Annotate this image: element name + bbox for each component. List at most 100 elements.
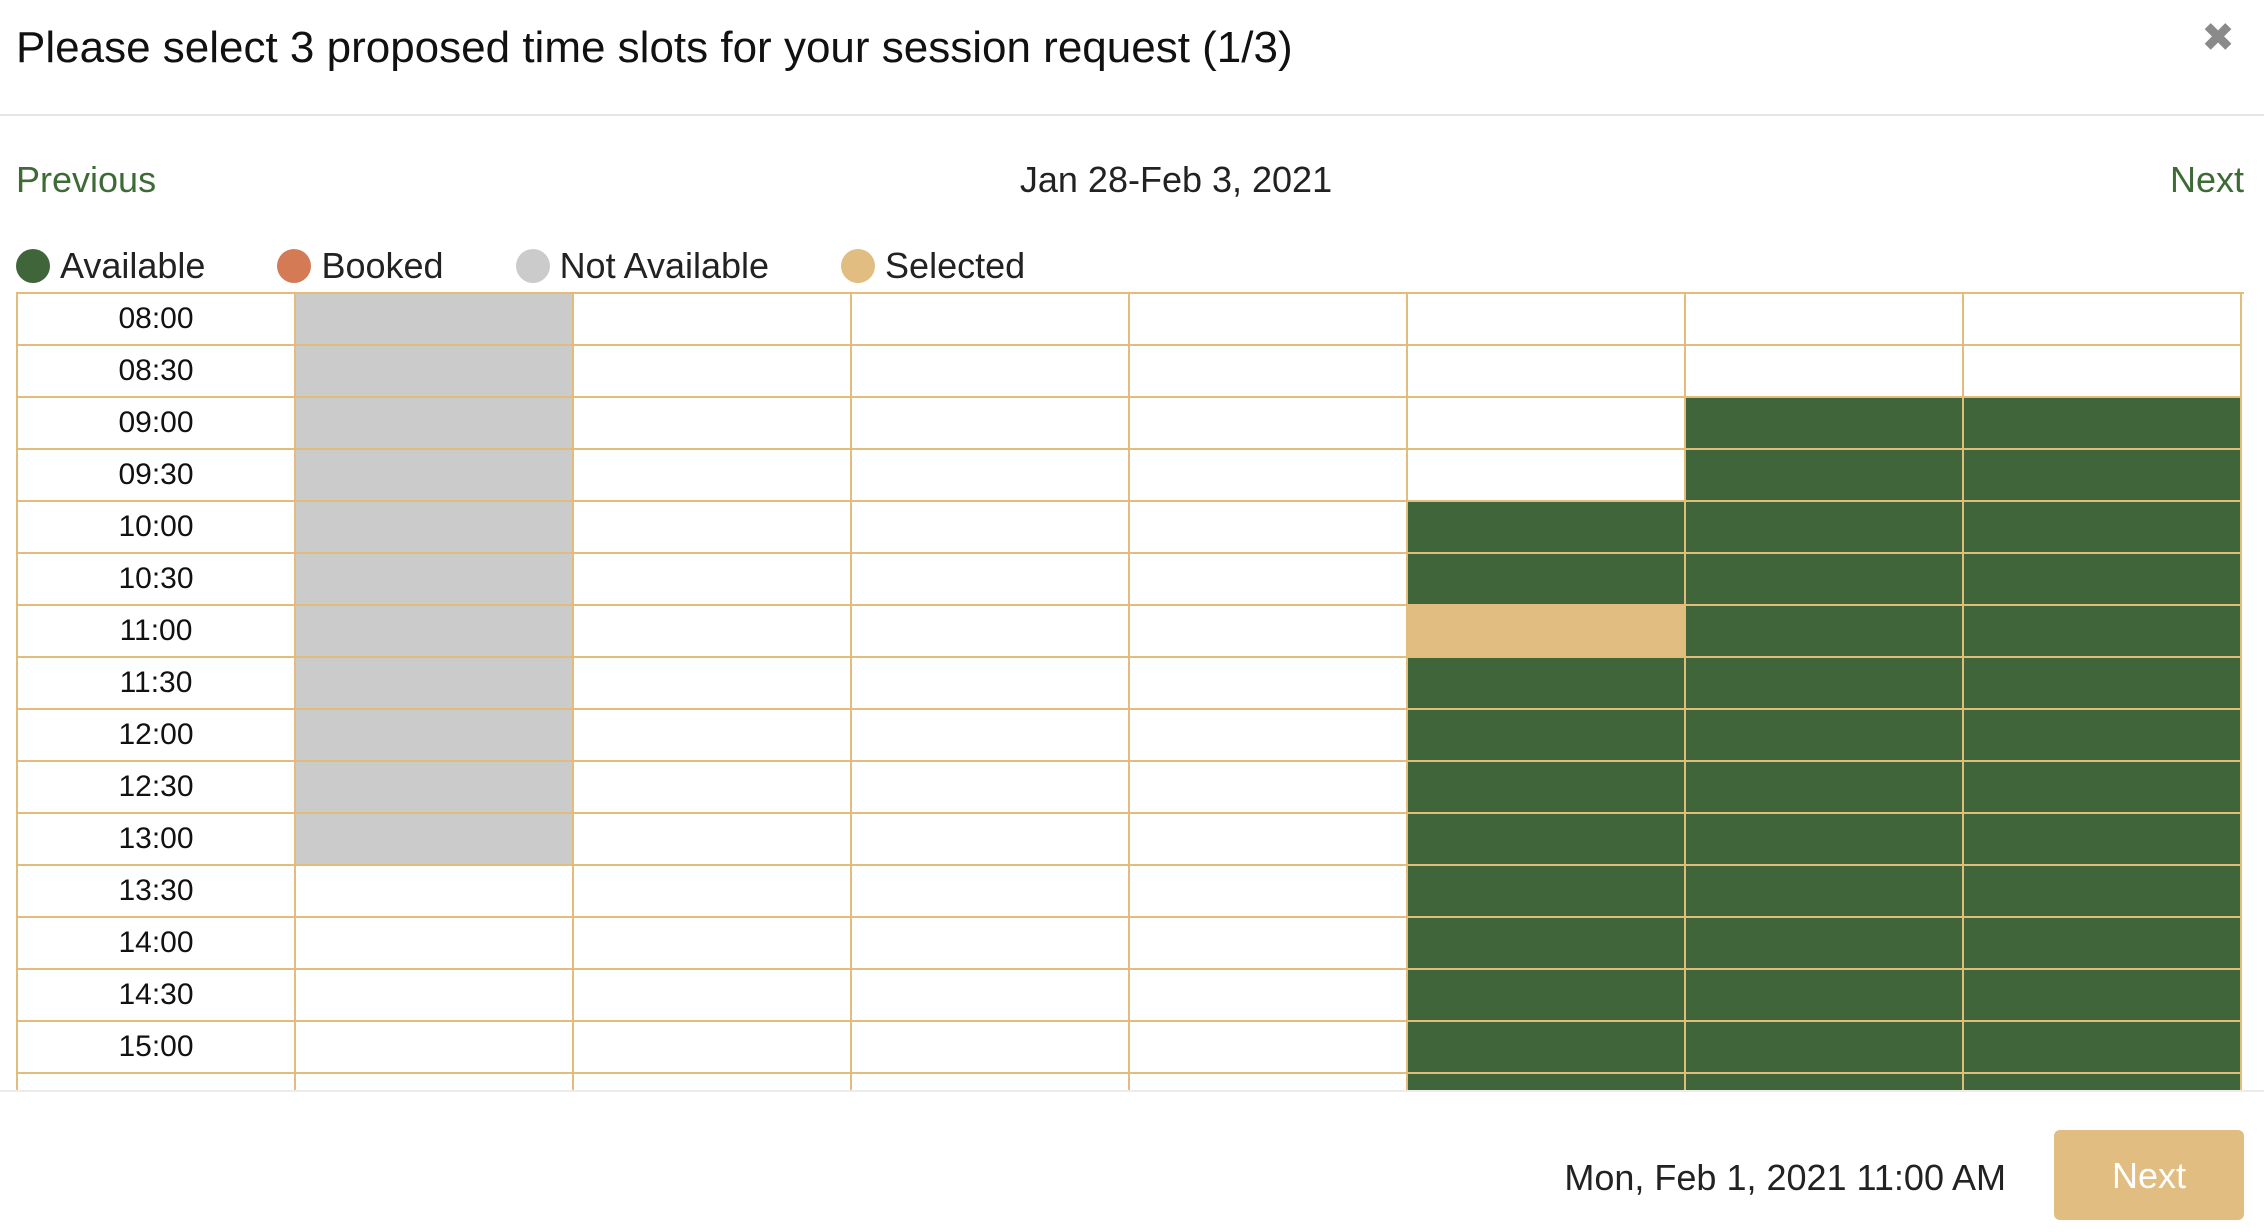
time-slot-cell [296,918,574,970]
time-slot-cell[interactable] [1408,502,1686,554]
time-slot-cell[interactable] [1686,1074,1964,1090]
time-slot-cell [296,762,574,814]
time-slot-cell [296,554,574,606]
time-label [18,1074,296,1090]
legend-item-booked: Booked [277,238,444,294]
selected-datetime: Mon, Feb 1, 2021 11:00 AM [1564,1157,2006,1198]
time-slot-cell[interactable] [1964,606,2242,658]
footer-divider [0,1090,2264,1092]
time-slot-cell [852,398,1130,450]
legend-dot-selected [841,249,876,283]
time-slot-cell [296,346,574,398]
time-slot-cell[interactable] [1408,866,1686,918]
time-label: 14:00 [18,918,296,970]
time-slot-cell [1130,918,1408,970]
modal-header: Please select 3 proposed time slots for … [0,0,2264,116]
time-slot-cell [296,502,574,554]
previous-week-link[interactable]: Previous [16,159,157,200]
time-slot-cell[interactable] [1408,762,1686,814]
time-slot-cell [574,866,852,918]
time-slot-cell[interactable] [1408,918,1686,970]
time-slot-cell [1408,450,1686,502]
time-slot-cell[interactable] [1686,450,1964,502]
time-slot-cell[interactable] [1686,398,1964,450]
time-slot-cell [574,658,852,710]
time-slot-cell [296,398,574,450]
time-slot-cell[interactable] [1408,1074,1686,1090]
time-label: 11:00 [18,606,296,658]
time-slot-cell [296,1074,574,1090]
time-label: 11:30 [18,658,296,710]
time-slot-cell [296,294,574,346]
time-slot-cell[interactable] [1964,658,2242,710]
time-slot-cell[interactable] [1964,866,2242,918]
time-slot-cell[interactable] [1964,554,2242,606]
time-slot-cell[interactable] [1686,1022,1964,1074]
time-slot-cell[interactable] [1964,918,2242,970]
time-slot-cell [574,502,852,554]
time-slot-cell [852,1074,1130,1090]
time-label: 10:00 [18,502,296,554]
time-slot-cell [852,918,1130,970]
time-slot-cell[interactable] [1686,814,1964,866]
close-icon[interactable]: ✖ [2201,16,2235,60]
next-week-link[interactable]: Next [2169,159,2244,200]
time-slot-cell[interactable] [1408,710,1686,762]
legend-dot-available [16,249,50,283]
legend: Available Booked Not Available Selected [16,238,1097,294]
time-slot-cell [296,970,574,1022]
time-slot-cell [852,502,1130,554]
time-slot-cell [1964,346,2242,398]
time-slot-cell [296,866,574,918]
time-slot-cell [852,450,1130,502]
time-slot-cell[interactable] [1408,814,1686,866]
time-slot-cell [574,554,852,606]
time-slot-cell [574,606,852,658]
time-slot-cell[interactable] [1408,1022,1686,1074]
date-range-label: Jan 28-Feb 3, 2021 [1019,159,1333,200]
time-slot-cell[interactable] [1686,710,1964,762]
time-slot-cell[interactable] [1686,658,1964,710]
time-slot-cell[interactable] [1964,502,2242,554]
time-slot-cell[interactable] [1686,866,1964,918]
schedule-grid-container[interactable]: 08:00 08:30 09:00 09:30 10:00 10:30 11:00 11:30… [16,292,2244,1090]
time-label: 13:00 [18,814,296,866]
time-slot-cell[interactable] [1964,814,2242,866]
next-button[interactable]: Next [2054,1130,2244,1220]
time-slot-cell[interactable] [1686,554,1964,606]
time-slot-cell [1408,346,1686,398]
time-slot-cell[interactable] [1408,606,1686,658]
time-slot-cell[interactable] [1964,762,2242,814]
time-slot-cell [852,970,1130,1022]
time-slot-cell [852,346,1130,398]
time-slot-cell[interactable] [1686,918,1964,970]
legend-dot-booked [277,249,312,283]
time-slot-cell [574,1022,852,1074]
time-slot-cell[interactable] [1408,970,1686,1022]
legend-label: Selected [885,245,1026,286]
legend-label: Booked [321,245,444,286]
time-slot-cell[interactable] [1408,658,1686,710]
time-slot-cell[interactable] [1408,554,1686,606]
time-slot-cell [574,450,852,502]
time-slot-cell[interactable] [1686,606,1964,658]
time-slot-cell[interactable] [1686,970,1964,1022]
time-slot-cell[interactable] [1686,502,1964,554]
time-slot-cell[interactable] [1964,970,2242,1022]
time-slot-cell [852,606,1130,658]
week-navigation: Previous Jan 28-Feb 3, 2021 Next [16,152,2244,208]
time-slot-cell[interactable] [1964,1074,2242,1090]
time-slot-cell [1130,346,1408,398]
time-slot-cell[interactable] [1964,1022,2242,1074]
time-slot-cell [1408,398,1686,450]
time-slot-cell [574,294,852,346]
time-slot-cell[interactable] [1686,762,1964,814]
time-label: 12:30 [18,762,296,814]
time-slot-cell[interactable] [1964,710,2242,762]
time-slot-cell[interactable] [1964,450,2242,502]
time-slot-cell [1686,294,1964,346]
time-slot-cell [296,1022,574,1074]
time-label: 08:00 [18,294,296,346]
time-slot-cell[interactable] [1964,398,2242,450]
time-slot-cell [1130,814,1408,866]
